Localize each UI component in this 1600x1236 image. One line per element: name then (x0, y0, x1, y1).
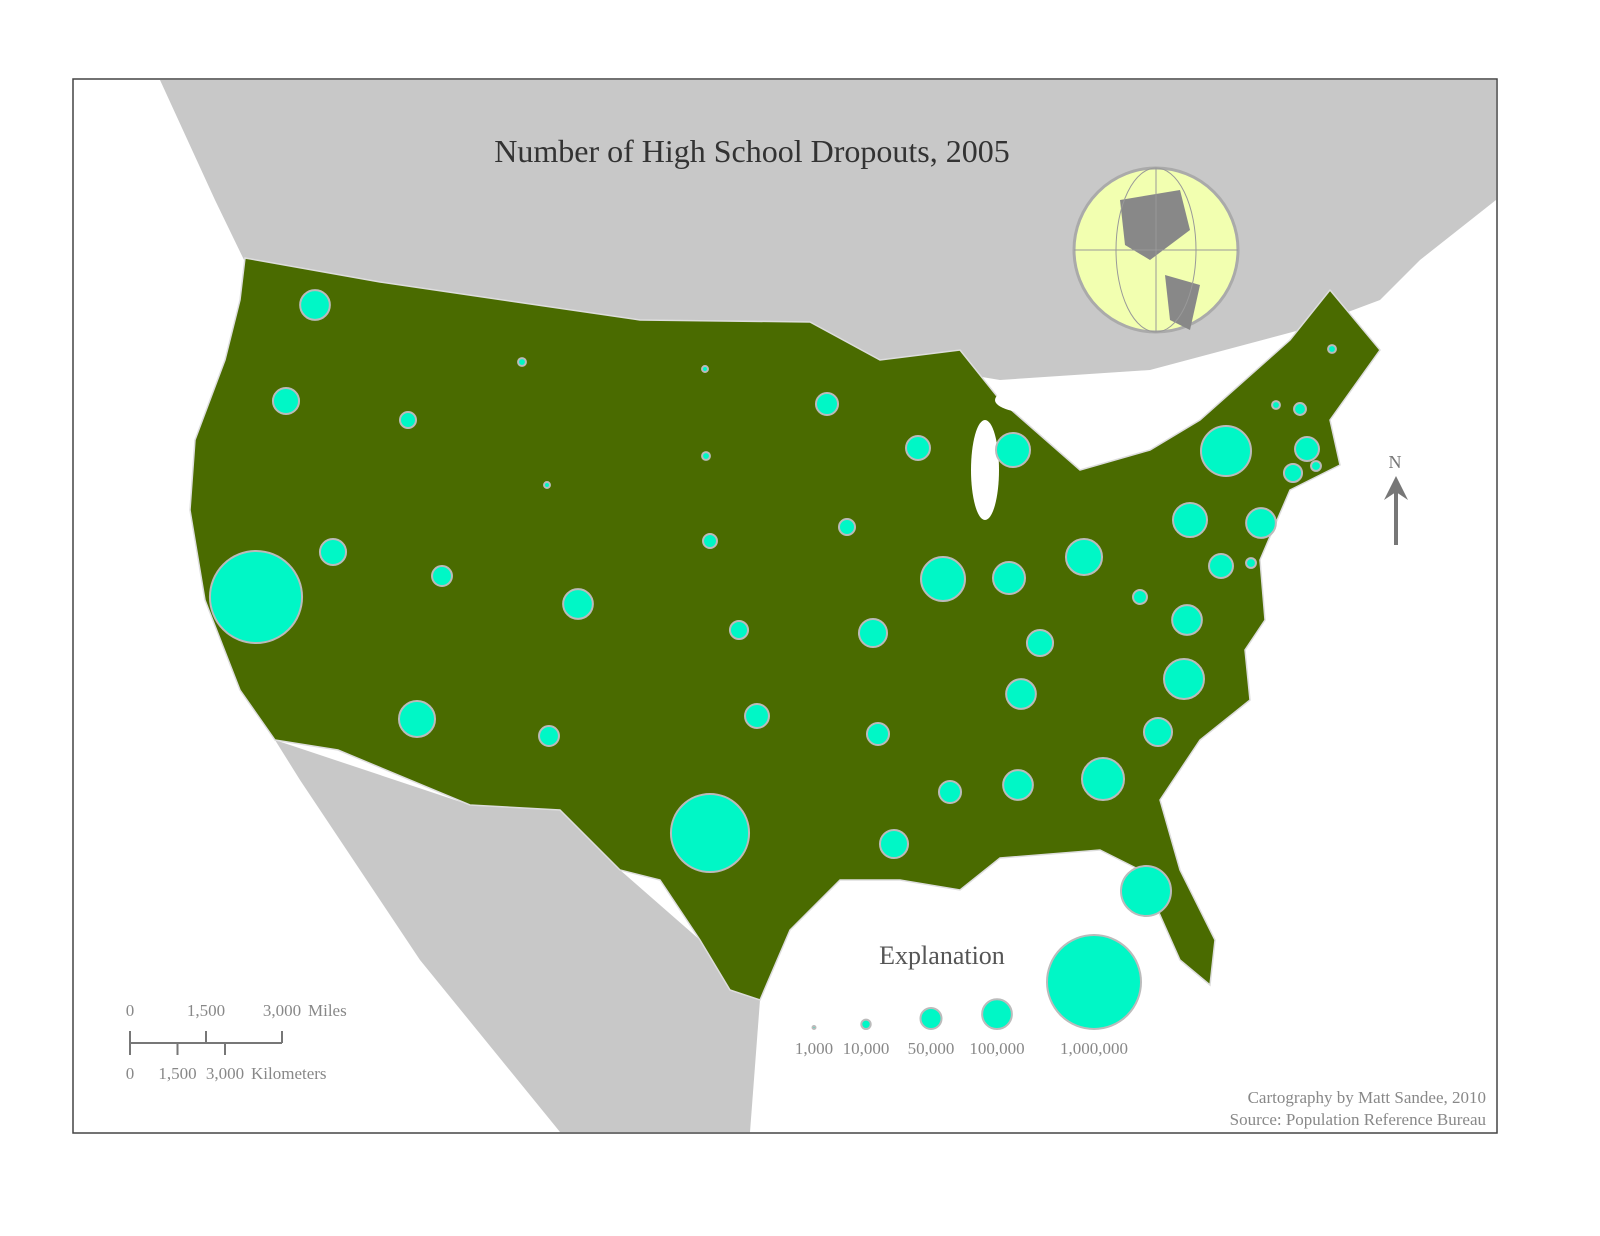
scale-label: 1,500 (187, 1001, 225, 1020)
legend-label: 1,000 (795, 1039, 833, 1058)
symbol (299, 289, 331, 321)
symbol (318, 537, 348, 567)
symbol (1310, 460, 1322, 472)
symbol (669, 792, 751, 874)
symbol (1282, 462, 1304, 484)
symbol (431, 565, 453, 587)
symbol (1208, 553, 1234, 579)
symbol (994, 431, 1032, 469)
symbol (1002, 769, 1034, 801)
globe (1072, 166, 1240, 334)
symbol (1294, 436, 1320, 462)
symbol (208, 549, 304, 645)
symbol (905, 435, 931, 461)
legend-label: 1,000,000 (1060, 1039, 1128, 1058)
credit: Source: Population Reference Bureau (1230, 1110, 1487, 1129)
symbol (1245, 507, 1277, 539)
credit: Cartography by Matt Sandee, 2010 (1248, 1088, 1486, 1107)
symbol (1171, 501, 1209, 539)
symbol (1245, 557, 1257, 569)
symbol (398, 410, 418, 430)
north-arrow-head (1384, 476, 1408, 500)
lake (995, 386, 1085, 414)
north-label: N (1389, 452, 1402, 472)
symbol (1142, 716, 1174, 748)
symbol (1327, 344, 1337, 354)
scale-unit: Kilometers (251, 1064, 327, 1083)
symbol (701, 451, 711, 461)
scale-label: 0 (126, 1001, 135, 1020)
symbol (517, 357, 527, 367)
symbol (701, 365, 709, 373)
symbol (543, 481, 551, 489)
symbol (1163, 658, 1205, 700)
legend-label: 50,000 (908, 1039, 955, 1058)
legend-title: Explanation (879, 941, 1005, 970)
symbol (814, 391, 840, 417)
symbol (1132, 589, 1148, 605)
symbol (728, 619, 750, 641)
scale-unit: Miles (308, 1001, 347, 1020)
symbol (865, 721, 891, 747)
scale-label: 3,000 (206, 1064, 244, 1083)
symbol (920, 556, 966, 602)
symbol (538, 725, 560, 747)
legend-symbol (860, 1018, 872, 1031)
legend-symbol (919, 1006, 943, 1030)
mexico (275, 740, 760, 1132)
symbol (1171, 604, 1203, 636)
frame (72, 78, 1498, 1134)
symbol (1064, 537, 1104, 577)
legend-symbol (1046, 934, 1142, 1030)
symbol (271, 386, 301, 416)
legend-label: 100,000 (969, 1039, 1024, 1058)
symbol (937, 779, 963, 805)
symbol (1271, 400, 1281, 410)
symbol (1199, 424, 1253, 478)
symbol (1293, 402, 1307, 416)
symbol (878, 828, 910, 860)
symbol (744, 703, 770, 729)
symbol (1005, 678, 1037, 710)
symbol (562, 588, 594, 620)
symbol (1025, 628, 1055, 658)
legend-label: 10,000 (843, 1039, 890, 1058)
symbol (1119, 864, 1173, 918)
scale-label: 3,000 (263, 1001, 301, 1020)
symbol (1080, 756, 1126, 802)
lake (971, 420, 999, 520)
map-title: Number of High School Dropouts, 2005 (494, 133, 1010, 169)
symbol (702, 533, 718, 549)
scale-label: 0 (126, 1064, 135, 1083)
symbol (857, 617, 889, 649)
symbol (837, 517, 857, 537)
legend-symbol (811, 1025, 817, 1030)
usa (189, 257, 1381, 1001)
legend-symbol (981, 998, 1013, 1030)
scale-label: 1,500 (158, 1064, 196, 1083)
symbol (991, 560, 1027, 596)
symbol (397, 699, 437, 739)
